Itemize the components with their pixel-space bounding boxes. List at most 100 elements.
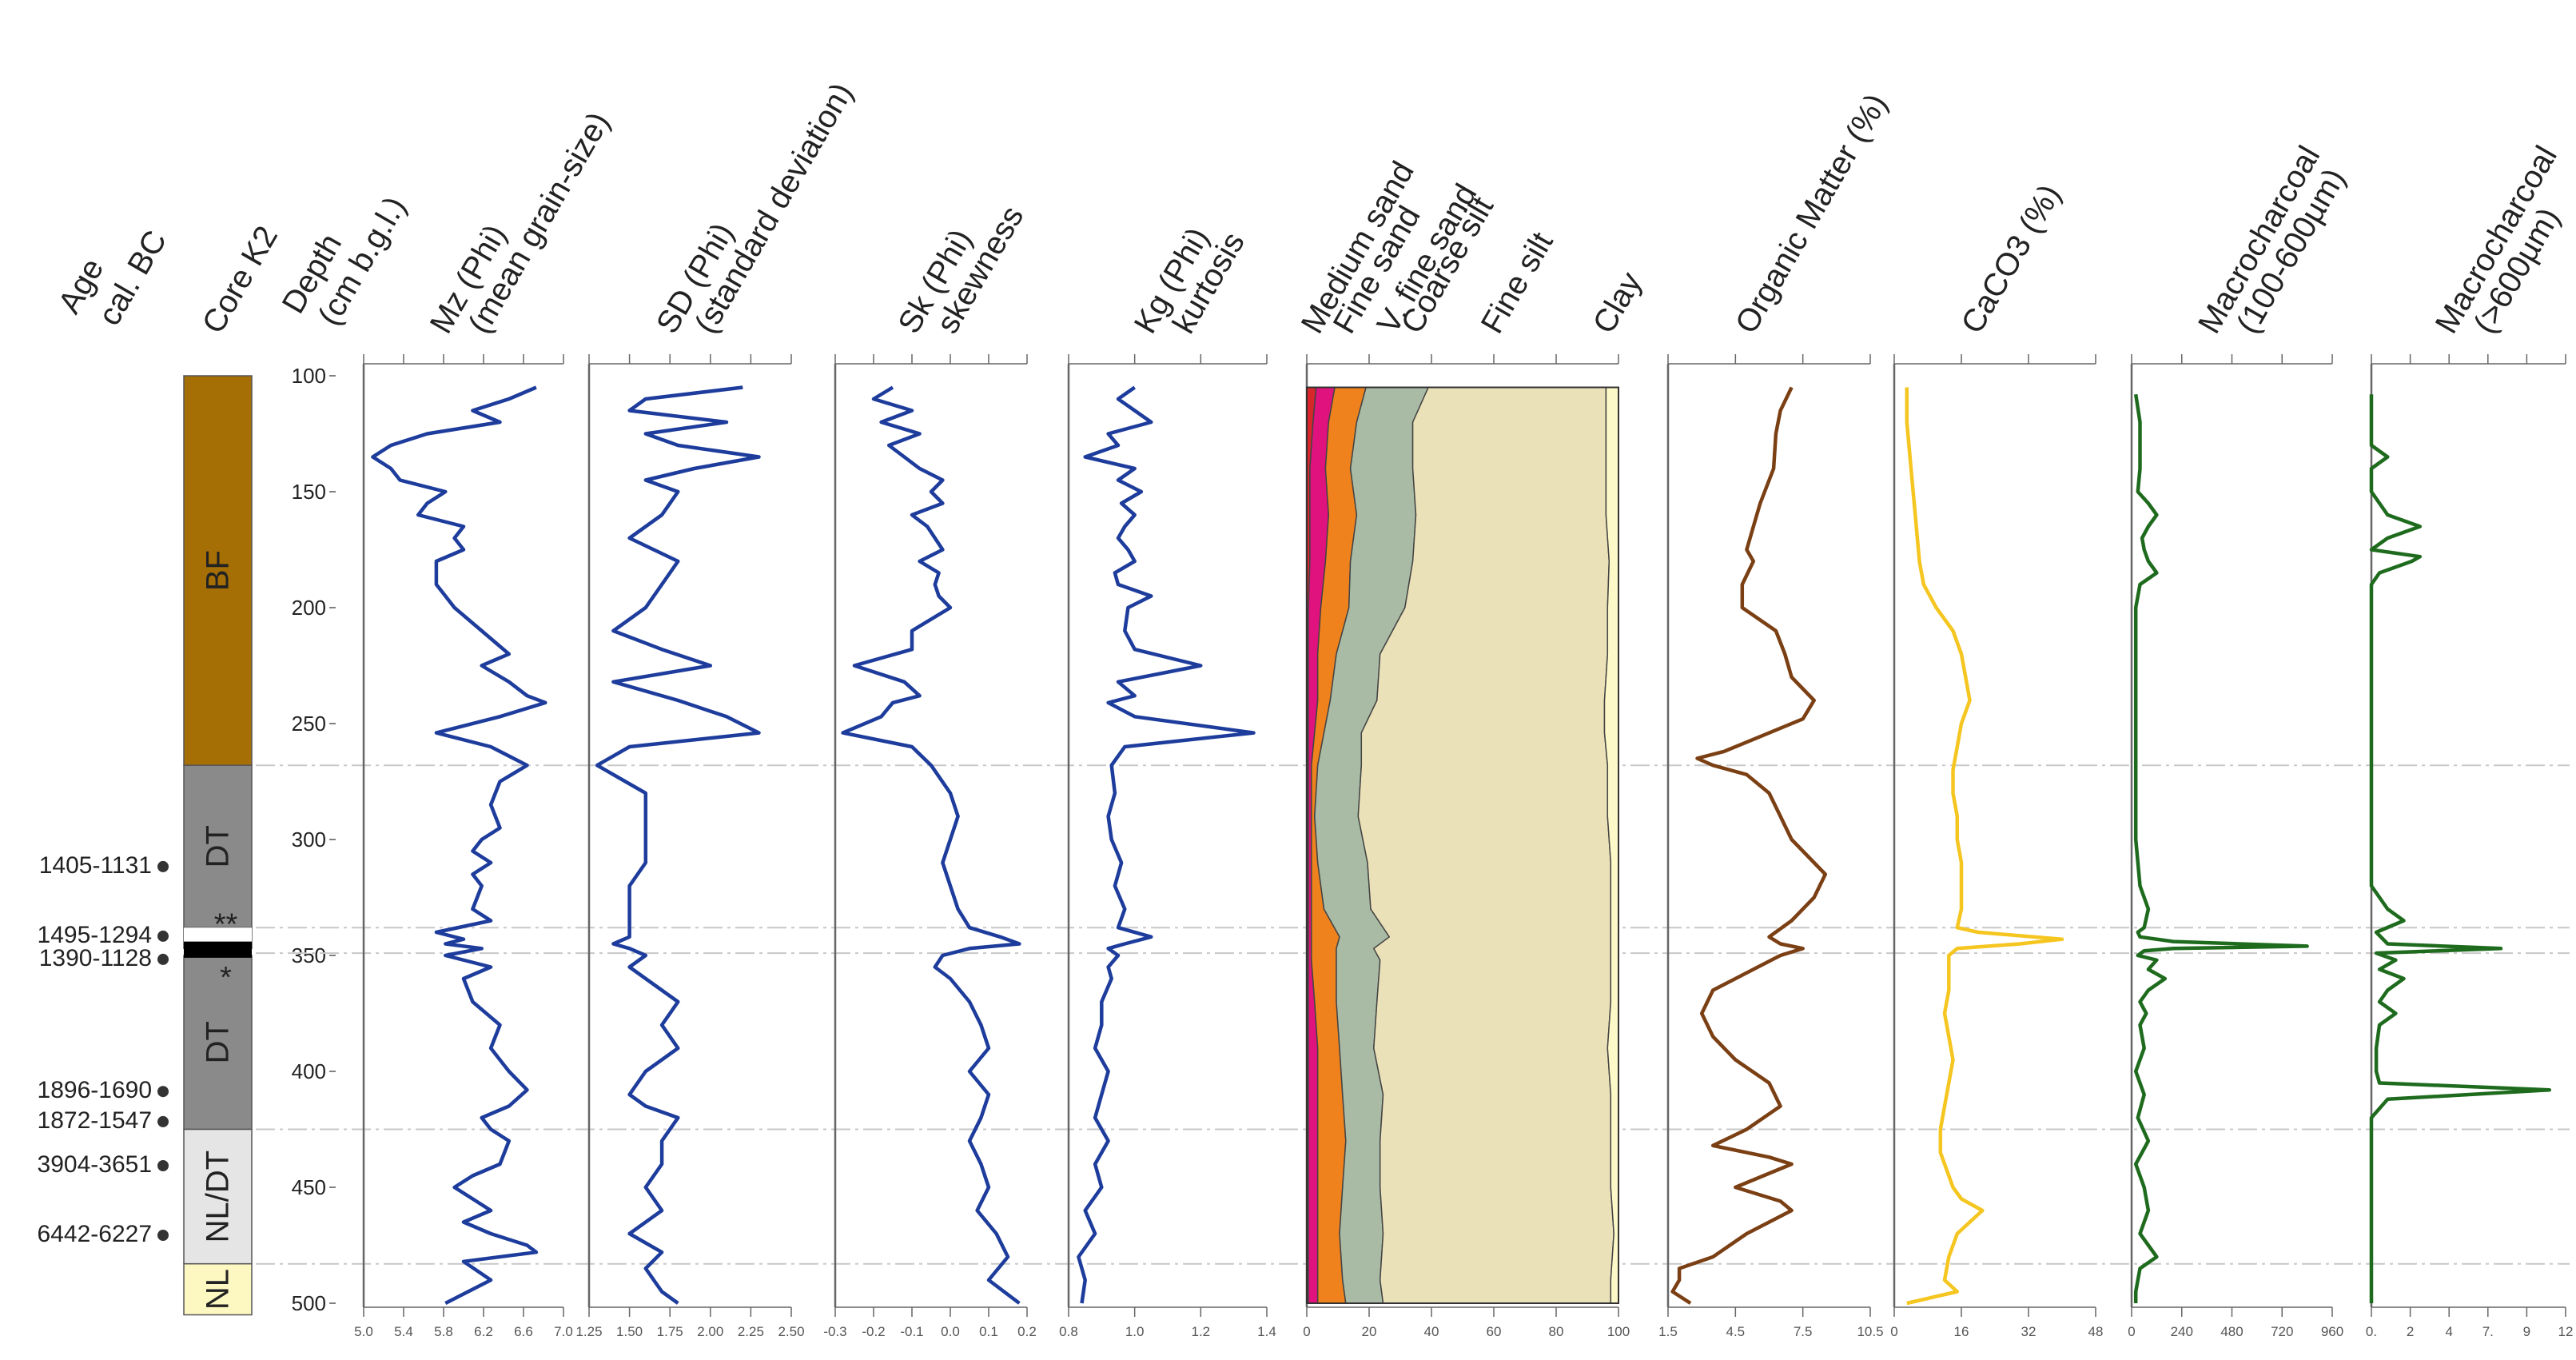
age-label: 6442-6227 xyxy=(38,1221,152,1247)
age-dot xyxy=(157,953,169,965)
depth-tick-label: 450 xyxy=(292,1175,326,1199)
x-tick-label: 100 xyxy=(1607,1324,1630,1339)
x-tick-label: 0 xyxy=(2128,1324,2135,1339)
x-tick-label: 0.0 xyxy=(941,1324,960,1339)
series-line xyxy=(1905,387,2064,1306)
series-line xyxy=(595,385,761,1305)
x-tick-label: 6.6 xyxy=(514,1324,533,1339)
core-header: Core K2 xyxy=(196,220,285,339)
x-tick-label: 0.1 xyxy=(979,1324,998,1339)
age-label: 1896-1690 xyxy=(38,1077,152,1103)
x-tick-label: 10.5 xyxy=(1857,1324,1883,1339)
fraction-label: Clay xyxy=(1587,266,1649,339)
age-dot xyxy=(157,860,169,872)
x-tick-label: 480 xyxy=(2220,1324,2243,1339)
white-gap-band xyxy=(184,927,252,942)
depth-tick-label: 400 xyxy=(292,1059,326,1083)
x-tick-label: 5.4 xyxy=(394,1324,413,1339)
x-tick-label: 0.8 xyxy=(1059,1324,1078,1339)
age-label: 1495-1294 xyxy=(38,922,152,948)
x-tick-label: 40 xyxy=(1424,1324,1439,1339)
core-unit-5 xyxy=(183,1262,253,1316)
x-tick-label: 16 xyxy=(1954,1324,1969,1339)
x-tick-label: 2.50 xyxy=(778,1324,804,1339)
tephra-band xyxy=(184,941,252,958)
depth-tick-label: 500 xyxy=(292,1291,326,1315)
x-tick-label: 4 xyxy=(2445,1324,2452,1339)
x-tick-label: 0 xyxy=(1890,1324,1897,1339)
x-tick-label: 1.2 xyxy=(1192,1324,1211,1339)
x-tick-label: 2.00 xyxy=(697,1324,723,1339)
x-tick-label: 720 xyxy=(2271,1324,2293,1339)
x-tick-label: 1.4 xyxy=(1257,1324,1276,1339)
core-unit-label: BF xyxy=(201,550,236,591)
fraction-label: Fine silt xyxy=(1475,226,1560,339)
core-unit-label: NL xyxy=(201,1269,236,1310)
series-line xyxy=(2133,393,2309,1303)
panel-0: 5.0 5.4 5.8 6.2 6.6 7.0Mz (Phi)(mean grain-si… xyxy=(354,106,616,1339)
x-tick-label: 240 xyxy=(2171,1324,2193,1339)
depth-tick-label: 350 xyxy=(292,943,326,967)
x-tick-label: 2.25 xyxy=(738,1324,764,1339)
x-tick-label: 4.5 xyxy=(1726,1324,1746,1339)
age-label: 1872-1547 xyxy=(38,1107,152,1134)
x-tick-label: 7.0 xyxy=(554,1324,573,1339)
column-headers: Age cal. BC Core K2 Depth (cm b.g.l.) xyxy=(52,191,413,340)
x-tick-label: -0.3 xyxy=(823,1324,846,1339)
age-dot xyxy=(157,1160,169,1171)
x-tick-label: 32 xyxy=(2021,1324,2037,1339)
panel-2: -0.3 -0.2 -0.1 0.0 0.1 0.2Sk (Phi)skewness xyxy=(823,200,1036,1339)
x-tick-label: 5.8 xyxy=(434,1324,453,1339)
depth-tick-label: 150 xyxy=(292,480,326,504)
x-tick-label: -0.2 xyxy=(862,1324,885,1339)
x-tick-label: 0. xyxy=(2366,1324,2377,1339)
series-line xyxy=(1670,386,1828,1305)
panel-5: 1.5 4.5 7.5 10.5 Organic Matter (%) xyxy=(1658,88,1894,1339)
depth-tick-label: 250 xyxy=(292,712,326,736)
unit-marker: ** xyxy=(214,907,238,941)
panel-6: 0 16 32 48 CaCO3 (%) xyxy=(1890,178,2103,1339)
age-dot xyxy=(157,1230,169,1241)
depth-tick-label: 300 xyxy=(292,828,326,851)
x-tick-label: 6.2 xyxy=(474,1324,493,1339)
depth-tick-label: 100 xyxy=(292,364,326,388)
panel-3: 0.8 1.0 1.2 1.4Kg (Phi)kurtosis xyxy=(1059,221,1276,1339)
x-tick-label: 960 xyxy=(2321,1324,2343,1339)
x-tick-label: 1.5 xyxy=(1658,1324,1678,1339)
age-label: 3904-3651 xyxy=(38,1151,152,1178)
x-tick-label: -0.1 xyxy=(900,1324,923,1339)
series-line xyxy=(841,385,1021,1305)
x-tick-label: 20 xyxy=(1362,1324,1377,1339)
age-dot xyxy=(157,930,169,942)
panel-header: Organic Matter (%) xyxy=(1729,88,1894,340)
x-tick-label: 1.0 xyxy=(1125,1324,1145,1339)
unit-marker: * xyxy=(220,961,232,995)
x-tick-label: 5.0 xyxy=(354,1324,373,1339)
x-tick-label: 0 xyxy=(1303,1324,1310,1339)
area-frame xyxy=(1306,386,1619,1304)
core-unit-label: DT xyxy=(201,825,236,867)
age-label: 1390-1128 xyxy=(39,945,152,971)
age-dot xyxy=(157,1115,169,1127)
x-tick-label: 0.2 xyxy=(1017,1324,1037,1339)
core-unit-1 xyxy=(183,764,253,928)
proxy-panels: 5.0 5.4 5.8 6.2 6.6 7.0Mz (Phi)(mean grain-si… xyxy=(354,77,2573,1339)
depth-tick-label: 200 xyxy=(292,596,326,620)
core-unit-label: NL/DT xyxy=(201,1151,236,1243)
core-unit-label: DT xyxy=(201,1021,236,1063)
age-dot xyxy=(157,1086,169,1098)
x-tick-label: 1.50 xyxy=(616,1324,643,1339)
x-tick-label: 12 xyxy=(2558,1324,2574,1339)
x-tick-label: 80 xyxy=(1549,1324,1564,1339)
x-tick-label: 48 xyxy=(2088,1324,2104,1339)
series-line xyxy=(2369,394,2552,1303)
x-tick-label: 9 xyxy=(2523,1324,2530,1339)
age-label: 1405-1131 xyxy=(39,852,152,879)
